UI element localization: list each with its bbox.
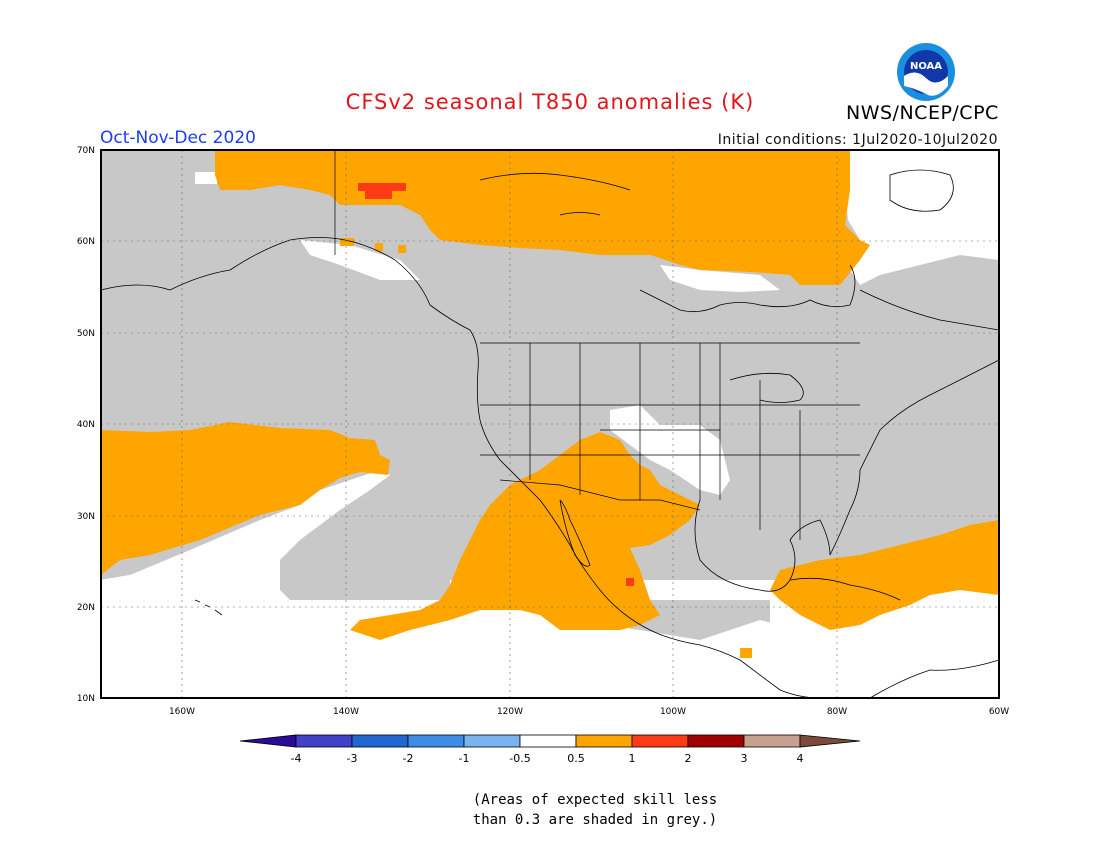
islands-and-lakes <box>194 169 954 616</box>
colorbar-cell <box>519 734 577 748</box>
lat-label: 60N <box>77 237 95 247</box>
colorbar-label: 3 <box>741 752 748 765</box>
season-label: Oct-Nov-Dec 2020 <box>100 128 256 148</box>
colorbar-label: 0.5 <box>567 752 585 765</box>
lat-label: 70N <box>77 146 95 156</box>
noaa-logo-text: NOAA <box>910 61 942 72</box>
map-title: CFSv2 seasonal T850 anomalies (K) <box>345 90 755 114</box>
lat-label: 40N <box>77 420 95 430</box>
map-frame <box>100 149 1000 699</box>
colorbar-label: -1 <box>459 752 470 765</box>
initial-conditions-label: Initial conditions: 1Jul2020-10Jul2020 <box>717 132 998 148</box>
lon-label: 80W <box>827 707 847 717</box>
lat-label: 30N <box>77 512 95 522</box>
lon-label: 160W <box>169 707 195 717</box>
colorbar-cell <box>687 734 745 748</box>
colorbar <box>239 734 861 748</box>
colorbar-arrow-left <box>239 734 297 748</box>
longitude-labels: 160W 140W 120W 100W 80W 60W <box>169 707 1009 717</box>
skill-note-line-2: than 0.3 are shaded in grey.) <box>472 812 718 828</box>
lon-label: 100W <box>660 707 686 717</box>
lat-label: 50N <box>77 329 95 339</box>
colorbar-cell <box>463 734 521 748</box>
colorbar-cell <box>407 734 465 748</box>
colorbar-label: 1 <box>629 752 636 765</box>
lat-label: 10N <box>77 694 95 704</box>
colorbar-cell <box>743 734 801 748</box>
lat-label: 20N <box>77 603 95 613</box>
colorbar-cell <box>295 734 353 748</box>
colorbar-label: 4 <box>797 752 804 765</box>
skill-note-line-1: (Areas of expected skill less <box>472 792 718 808</box>
lon-label: 140W <box>333 707 359 717</box>
political-borders <box>334 150 860 540</box>
colorbar-arrow-right <box>799 734 861 748</box>
colorbar-cell <box>351 734 409 748</box>
colorbar-label: -3 <box>347 752 358 765</box>
colorbar-label: -2 <box>403 752 414 765</box>
lon-label: 60W <box>989 707 1009 717</box>
colorbar-labels: -4 -3 -2 -1 -0.5 0.5 1 2 3 4 <box>291 752 804 765</box>
strong-warm-anomaly-spots <box>358 183 634 586</box>
graticule <box>101 150 999 698</box>
agency-label: NWS/NCEP/CPC <box>846 102 999 124</box>
colorbar-label: 2 <box>685 752 692 765</box>
colorbar-cell <box>575 734 633 748</box>
coastlines <box>100 237 1000 699</box>
colorbar-label: -0.5 <box>509 752 530 765</box>
latitude-labels: 70N 60N 50N 40N 30N 20N 10N <box>77 146 95 704</box>
colorbar-cell <box>631 734 689 748</box>
lon-label: 120W <box>497 707 523 717</box>
colorbar-label: -4 <box>291 752 302 765</box>
noaa-logo: NOAA <box>897 43 955 101</box>
